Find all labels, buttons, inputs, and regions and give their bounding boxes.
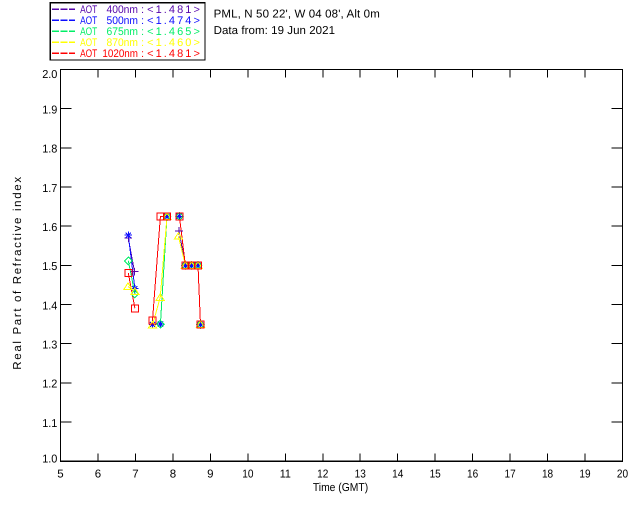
svg-text:8: 8 bbox=[170, 469, 176, 481]
svg-text:1.8: 1.8 bbox=[42, 144, 57, 156]
svg-text:12: 12 bbox=[317, 469, 328, 481]
svg-text:Data from: 19 Jun 2021: Data from: 19 Jun 2021 bbox=[214, 25, 335, 37]
svg-text::: : bbox=[141, 37, 144, 49]
svg-text:17: 17 bbox=[505, 469, 516, 481]
svg-text:15: 15 bbox=[430, 469, 441, 481]
svg-text:AOT: AOT bbox=[80, 26, 97, 38]
svg-text:1.7: 1.7 bbox=[42, 183, 57, 195]
svg-text:Time (GMT): Time (GMT) bbox=[313, 482, 368, 494]
svg-text:7: 7 bbox=[132, 469, 138, 481]
svg-text:1.1: 1.1 bbox=[42, 418, 57, 430]
svg-text::: : bbox=[141, 15, 144, 27]
svg-text::: : bbox=[141, 4, 144, 16]
svg-text:AOT: AOT bbox=[80, 37, 97, 49]
svg-text:500nm: 500nm bbox=[107, 15, 139, 27]
svg-text:1.2: 1.2 bbox=[42, 379, 57, 391]
svg-text:870nm: 870nm bbox=[107, 37, 139, 49]
svg-text:1.9: 1.9 bbox=[42, 104, 57, 116]
svg-text:AOT: AOT bbox=[80, 4, 97, 16]
svg-text:675nm: 675nm bbox=[107, 26, 139, 38]
svg-text:<1.481>: <1.481> bbox=[147, 4, 200, 16]
svg-text:1020nm: 1020nm bbox=[102, 48, 138, 60]
svg-text:1.0: 1.0 bbox=[42, 454, 57, 466]
svg-text::: : bbox=[141, 26, 144, 38]
svg-text:1.5: 1.5 bbox=[42, 261, 57, 273]
svg-text:18: 18 bbox=[542, 469, 553, 481]
svg-text:<1.465>: <1.465> bbox=[147, 26, 200, 38]
svg-text:1.4: 1.4 bbox=[42, 300, 58, 312]
svg-text:14: 14 bbox=[392, 469, 404, 481]
svg-text:16: 16 bbox=[467, 469, 478, 481]
svg-text:20: 20 bbox=[617, 469, 628, 481]
svg-text:<1.481>: <1.481> bbox=[147, 48, 200, 60]
svg-text:<1.460>: <1.460> bbox=[147, 37, 200, 49]
svg-text:6: 6 bbox=[95, 469, 101, 481]
svg-text:1.6: 1.6 bbox=[42, 222, 57, 234]
svg-text:1.3: 1.3 bbox=[42, 340, 57, 352]
svg-text:PML, N 50 22', W 04 08', Alt 0: PML, N 50 22', W 04 08', Alt 0m bbox=[214, 8, 380, 20]
svg-text:11: 11 bbox=[280, 469, 291, 481]
svg-text:AOT: AOT bbox=[80, 15, 97, 27]
svg-text:2.0: 2.0 bbox=[42, 69, 57, 81]
svg-text:<1.474>: <1.474> bbox=[147, 15, 200, 27]
svg-text:13: 13 bbox=[355, 469, 366, 481]
svg-text:9: 9 bbox=[207, 469, 213, 481]
svg-text:5: 5 bbox=[57, 469, 63, 481]
svg-text::: : bbox=[141, 48, 144, 60]
svg-text:Real Part of Refractive index: Real Part of Refractive index bbox=[12, 177, 24, 370]
svg-text:10: 10 bbox=[242, 469, 253, 481]
svg-text:19: 19 bbox=[579, 469, 590, 481]
svg-text:400nm: 400nm bbox=[107, 4, 139, 16]
svg-text:AOT: AOT bbox=[80, 48, 97, 60]
